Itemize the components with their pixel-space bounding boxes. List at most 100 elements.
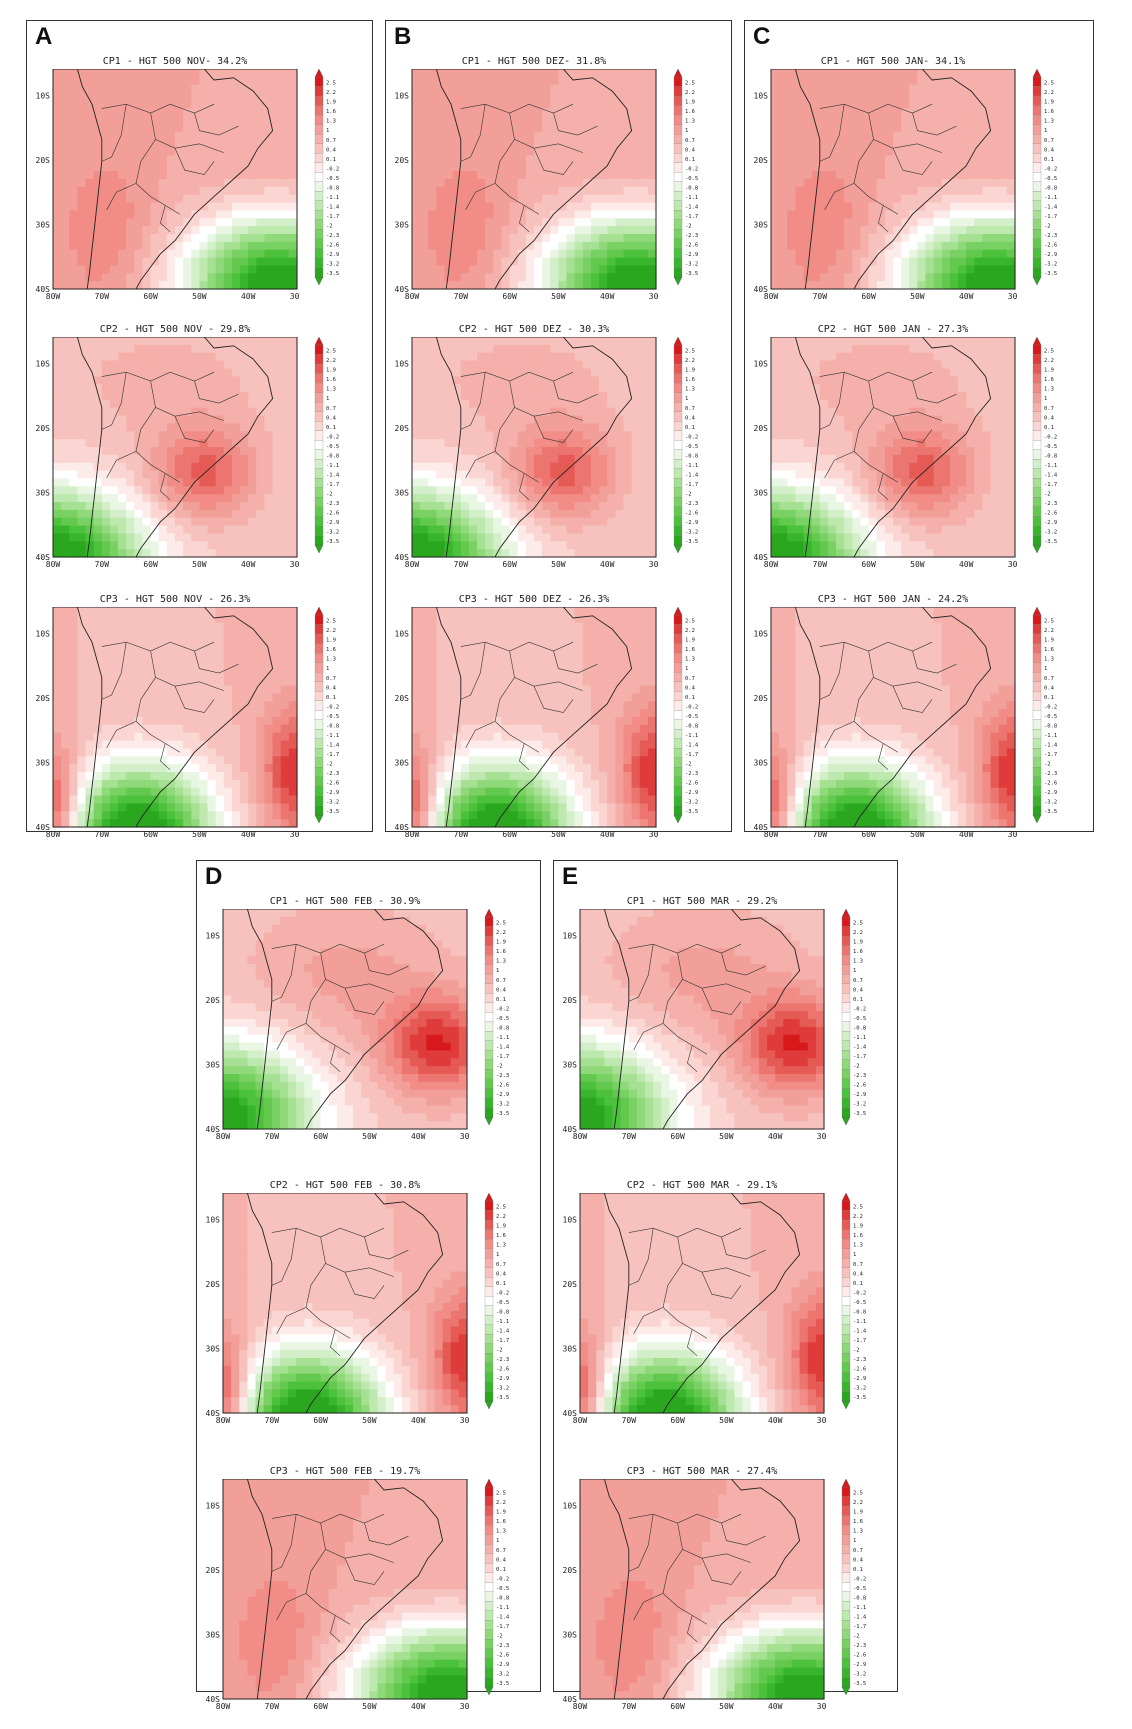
field-cell bbox=[289, 439, 298, 447]
field-cell bbox=[240, 631, 249, 639]
field-cell bbox=[264, 93, 273, 101]
field-cell bbox=[445, 416, 454, 424]
field-cell bbox=[94, 179, 103, 187]
field-cell bbox=[575, 273, 584, 281]
field-cell bbox=[94, 85, 103, 93]
field-cell bbox=[550, 471, 559, 479]
field-cell bbox=[453, 678, 462, 686]
field-cell bbox=[102, 796, 111, 804]
field-cell bbox=[461, 116, 470, 124]
field-cell bbox=[110, 686, 119, 694]
field-cell bbox=[518, 478, 527, 486]
field-cell bbox=[575, 258, 584, 266]
field-cell bbox=[493, 148, 502, 156]
field-cell bbox=[289, 447, 298, 455]
field-cell bbox=[428, 93, 437, 101]
field-cell bbox=[281, 281, 290, 289]
field-cell bbox=[191, 686, 200, 694]
field-cell bbox=[61, 788, 70, 796]
field-cell bbox=[240, 780, 249, 788]
field-cell bbox=[445, 345, 454, 353]
field-cell bbox=[159, 400, 168, 408]
field-cell bbox=[175, 77, 184, 85]
field-cell bbox=[623, 423, 632, 431]
colorbar-label: 0.4 bbox=[685, 147, 696, 153]
field-cell bbox=[126, 423, 135, 431]
colorbar-label: -1.4 bbox=[326, 742, 340, 748]
field-cell bbox=[175, 400, 184, 408]
field-cell bbox=[159, 210, 168, 218]
field-cell bbox=[550, 93, 559, 101]
field-cell bbox=[183, 265, 192, 273]
field-cell bbox=[493, 140, 502, 148]
field-cell bbox=[224, 526, 233, 534]
field-cell bbox=[632, 148, 641, 156]
field-cell bbox=[175, 471, 184, 479]
field-cell bbox=[510, 265, 519, 273]
field-cell bbox=[240, 471, 249, 479]
field-cell bbox=[542, 423, 551, 431]
field-cell bbox=[526, 693, 535, 701]
field-cell bbox=[61, 541, 70, 549]
field-cell bbox=[151, 615, 160, 623]
field-cell bbox=[534, 486, 543, 494]
lat-label: 20S bbox=[395, 156, 410, 165]
field-cell bbox=[510, 337, 519, 345]
field-cell bbox=[518, 148, 527, 156]
field-cell bbox=[510, 100, 519, 108]
field-cell bbox=[199, 811, 208, 819]
field-cell bbox=[461, 811, 470, 819]
field-cell bbox=[118, 250, 127, 258]
field-cell bbox=[191, 741, 200, 749]
field-cell bbox=[623, 486, 632, 494]
field-cell bbox=[86, 615, 95, 623]
field-cell bbox=[428, 510, 437, 518]
colorbar-swatch bbox=[674, 77, 682, 87]
field-cell bbox=[69, 502, 78, 510]
colorbar-label: 2.5 bbox=[326, 349, 336, 355]
field-cell bbox=[436, 780, 445, 788]
field-cell bbox=[248, 108, 257, 116]
field-cell bbox=[77, 756, 86, 764]
field-cell bbox=[142, 607, 151, 615]
field-cell bbox=[485, 819, 494, 827]
colorbar-swatch bbox=[674, 374, 682, 384]
field-cell bbox=[248, 654, 257, 662]
field-cell bbox=[216, 210, 225, 218]
field-cell bbox=[126, 788, 135, 796]
field-cell bbox=[648, 431, 657, 439]
field-cell bbox=[256, 265, 265, 273]
field-cell bbox=[583, 463, 592, 471]
field-cell bbox=[289, 756, 298, 764]
field-cell bbox=[518, 607, 527, 615]
field-cell bbox=[510, 203, 519, 211]
field-cell bbox=[632, 361, 641, 369]
field-cell bbox=[591, 361, 600, 369]
field-cell bbox=[534, 549, 543, 557]
field-cell bbox=[191, 631, 200, 639]
field-cell bbox=[61, 748, 70, 756]
field-cell bbox=[134, 772, 143, 780]
field-cell bbox=[289, 788, 298, 796]
field-cell bbox=[61, 615, 70, 623]
field-cell bbox=[428, 116, 437, 124]
field-cell bbox=[61, 108, 70, 116]
field-cell bbox=[420, 234, 429, 242]
field-cell bbox=[264, 353, 273, 361]
field-cell bbox=[69, 85, 78, 93]
field-cell bbox=[575, 218, 584, 226]
colorbar-swatch bbox=[315, 402, 323, 412]
field-cell bbox=[510, 431, 519, 439]
field-cell bbox=[599, 423, 608, 431]
field-cell bbox=[69, 788, 78, 796]
field-cell bbox=[477, 654, 486, 662]
field-cell bbox=[134, 187, 143, 195]
field-cell bbox=[102, 772, 111, 780]
field-cell bbox=[151, 455, 160, 463]
colorbar-top-arrow bbox=[315, 337, 323, 345]
field-cell bbox=[191, 368, 200, 376]
field-cell bbox=[289, 533, 298, 541]
field-cell bbox=[110, 85, 119, 93]
field-cell bbox=[567, 93, 576, 101]
